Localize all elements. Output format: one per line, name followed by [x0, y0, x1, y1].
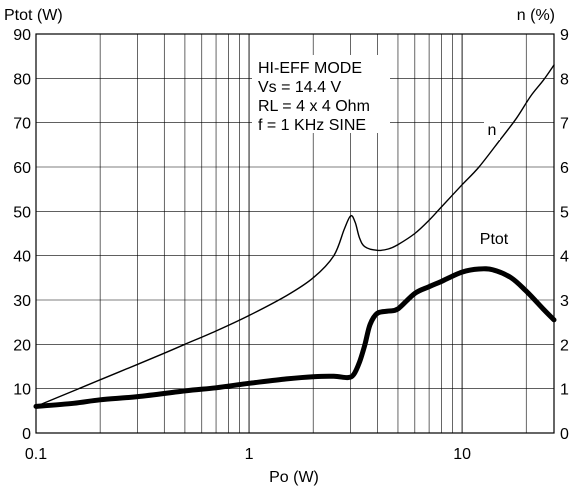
tick-labels: 0 10 20 30 40 50 60 70 80 90 0 1 2 3 4 5 6 7 8 9 0.1 1 10 [13, 27, 569, 463]
series-lines [33, 64, 557, 409]
series-line-ptot [33, 266, 557, 409]
plot-frame [35, 33, 555, 434]
y-right-tick-label: 0 [560, 426, 569, 443]
x-tick-label: 10 [453, 446, 471, 463]
annotation-line-f: f = 1 KHz SINE [258, 117, 366, 134]
y-right-tick-label: 8 [560, 71, 569, 88]
y-axis-left-label: Ptot (W) [4, 7, 63, 24]
y-right-tick-label: 5 [560, 204, 569, 221]
y-left-tick-label: 80 [13, 71, 31, 88]
x-axis-label: Po (W) [269, 469, 319, 486]
y-left-tick-label: 20 [13, 337, 31, 354]
y-left-tick-label: 30 [13, 293, 31, 310]
annotation-line-mode: HI-EFF MODE [258, 60, 362, 77]
y-right-tick-label: 3 [560, 293, 569, 310]
y-left-tick-label: 70 [13, 116, 31, 133]
y-axis-right-label: n (%) [517, 7, 555, 24]
x-tick-label: 0.1 [25, 446, 47, 463]
y-left-tick-label: 60 [13, 160, 31, 177]
y-left-tick-label: 50 [13, 204, 31, 221]
series-label-n-bg [484, 122, 500, 140]
y-right-tick-label: 9 [560, 27, 569, 44]
series-label-n: n [488, 122, 497, 139]
y-right-tick-label: 6 [560, 160, 569, 177]
y-right-tick-label: 1 [560, 382, 569, 399]
y-right-tick-label: 4 [560, 249, 569, 266]
series-label-ptot: Ptot [480, 231, 509, 248]
annotation-line-vs: Vs = 14.4 V [258, 79, 341, 96]
annotation-box [252, 55, 390, 133]
y-left-tick-label: 40 [13, 249, 31, 266]
x-tick-label: 1 [245, 446, 254, 463]
y-right-tick-label: 2 [560, 337, 569, 354]
y-left-tick-label: 10 [13, 382, 31, 399]
y-left-tick-label: 90 [13, 27, 31, 44]
y-left-tick-label: 0 [22, 426, 31, 443]
series-line-n [35, 64, 555, 408]
y-right-tick-label: 7 [560, 116, 569, 133]
annotation-line-rl: RL = 4 x 4 Ohm [258, 98, 370, 115]
